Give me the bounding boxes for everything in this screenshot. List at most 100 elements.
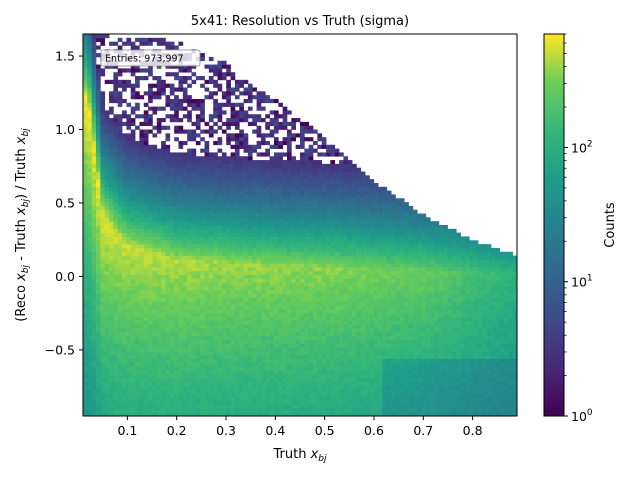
heatmap-bin bbox=[273, 393, 279, 398]
heatmap-bin bbox=[304, 205, 310, 211]
heatmap-bin bbox=[96, 362, 101, 367]
heatmap-bin bbox=[208, 244, 214, 249]
heatmap-bin bbox=[169, 393, 175, 398]
heatmap-bin bbox=[91, 129, 97, 134]
heatmap-bin bbox=[343, 270, 349, 276]
heatmap-bin bbox=[83, 163, 88, 169]
heatmap-bin bbox=[230, 205, 236, 211]
heatmap-bin bbox=[282, 373, 288, 379]
heatmap-bin bbox=[247, 179, 253, 184]
heatmap-bin bbox=[139, 221, 145, 226]
heatmap-bin bbox=[91, 366, 97, 371]
heatmap-bin bbox=[169, 293, 175, 298]
heatmap-bin bbox=[135, 339, 140, 344]
heatmap-bin bbox=[182, 68, 188, 73]
heatmap-bin bbox=[83, 347, 88, 352]
heatmap-bin bbox=[339, 385, 344, 390]
heatmap-bin bbox=[174, 328, 179, 333]
heatmap-bin bbox=[182, 91, 188, 96]
heatmap-bin bbox=[187, 232, 192, 237]
heatmap-bin bbox=[304, 400, 310, 405]
heatmap-bin bbox=[169, 225, 175, 230]
heatmap-bin bbox=[100, 263, 106, 268]
heatmap-bin bbox=[104, 202, 110, 207]
heatmap-bin bbox=[269, 190, 275, 195]
heatmap-bin bbox=[156, 79, 162, 85]
heatmap-bin bbox=[260, 404, 266, 409]
heatmap-bin bbox=[143, 160, 149, 165]
heatmap-bin bbox=[295, 408, 301, 413]
heatmap-bin bbox=[313, 320, 318, 325]
heatmap-bin bbox=[291, 278, 297, 283]
heatmap-bin bbox=[104, 64, 110, 69]
heatmap-bin bbox=[96, 160, 101, 165]
heatmap-bin bbox=[252, 305, 257, 310]
heatmap-bin bbox=[109, 377, 114, 382]
heatmap-bin bbox=[156, 186, 162, 191]
heatmap-bin bbox=[182, 347, 188, 352]
heatmap-bin bbox=[321, 309, 327, 314]
heatmap-bin bbox=[148, 121, 153, 127]
heatmap-bin bbox=[273, 121, 279, 127]
heatmap-bin bbox=[317, 255, 323, 260]
heatmap-bin bbox=[221, 358, 227, 363]
heatmap-bin bbox=[156, 270, 162, 276]
heatmap-bin bbox=[148, 198, 153, 203]
heatmap-bin bbox=[109, 247, 114, 253]
heatmap-bin bbox=[148, 91, 153, 96]
heatmap-bin bbox=[234, 209, 240, 214]
heatmap-bin bbox=[247, 301, 253, 306]
heatmap-bin bbox=[326, 148, 331, 153]
heatmap-bin bbox=[313, 270, 318, 276]
heatmap-bin bbox=[117, 240, 123, 245]
heatmap-bin bbox=[96, 351, 101, 356]
heatmap-bin bbox=[156, 152, 162, 157]
heatmap-bin bbox=[195, 343, 201, 348]
heatmap-bin bbox=[269, 389, 275, 394]
heatmap-bin bbox=[83, 198, 88, 203]
heatmap-bin bbox=[286, 202, 292, 207]
heatmap-bin bbox=[247, 259, 253, 264]
heatmap-bin bbox=[295, 213, 301, 218]
heatmap-bin bbox=[130, 259, 136, 264]
heatmap-bin bbox=[217, 190, 223, 195]
heatmap-bin bbox=[200, 148, 205, 153]
heatmap-bin bbox=[122, 354, 127, 360]
heatmap-bin bbox=[291, 179, 297, 184]
heatmap-bin bbox=[169, 370, 175, 375]
heatmap-bin bbox=[208, 389, 214, 394]
heatmap-bin bbox=[191, 278, 197, 283]
heatmap-bin bbox=[109, 324, 114, 329]
heatmap-bin bbox=[330, 393, 336, 398]
heatmap-bin bbox=[256, 175, 262, 180]
heatmap-bin bbox=[300, 160, 305, 165]
heatmap-bin bbox=[339, 205, 344, 211]
heatmap-bin bbox=[83, 370, 88, 375]
heatmap-bin bbox=[269, 301, 275, 306]
heatmap-bin bbox=[156, 129, 162, 134]
heatmap-bin bbox=[195, 320, 201, 325]
heatmap-bin bbox=[243, 305, 249, 310]
heatmap-bin bbox=[339, 270, 344, 276]
heatmap-bin bbox=[239, 251, 244, 256]
heatmap-bin bbox=[96, 373, 101, 379]
heatmap-bin bbox=[169, 389, 175, 394]
heatmap-bin bbox=[104, 289, 110, 295]
heatmap-bin bbox=[239, 393, 244, 398]
heatmap-bin bbox=[278, 225, 283, 230]
heatmap-bin bbox=[239, 255, 244, 260]
heatmap-bin bbox=[269, 121, 275, 127]
heatmap-bin bbox=[300, 186, 305, 191]
heatmap-bin bbox=[252, 297, 257, 302]
heatmap-bin bbox=[256, 91, 262, 96]
heatmap-bin bbox=[239, 270, 244, 276]
heatmap-bin bbox=[139, 370, 145, 375]
heatmap-bin bbox=[308, 358, 314, 363]
heatmap-bin bbox=[96, 186, 101, 191]
heatmap-bin bbox=[182, 160, 188, 165]
heatmap-bin bbox=[187, 263, 192, 268]
heatmap-bin bbox=[156, 225, 162, 230]
heatmap-bin bbox=[221, 286, 227, 291]
heatmap-bin bbox=[156, 286, 162, 291]
heatmap-bin bbox=[256, 381, 262, 386]
